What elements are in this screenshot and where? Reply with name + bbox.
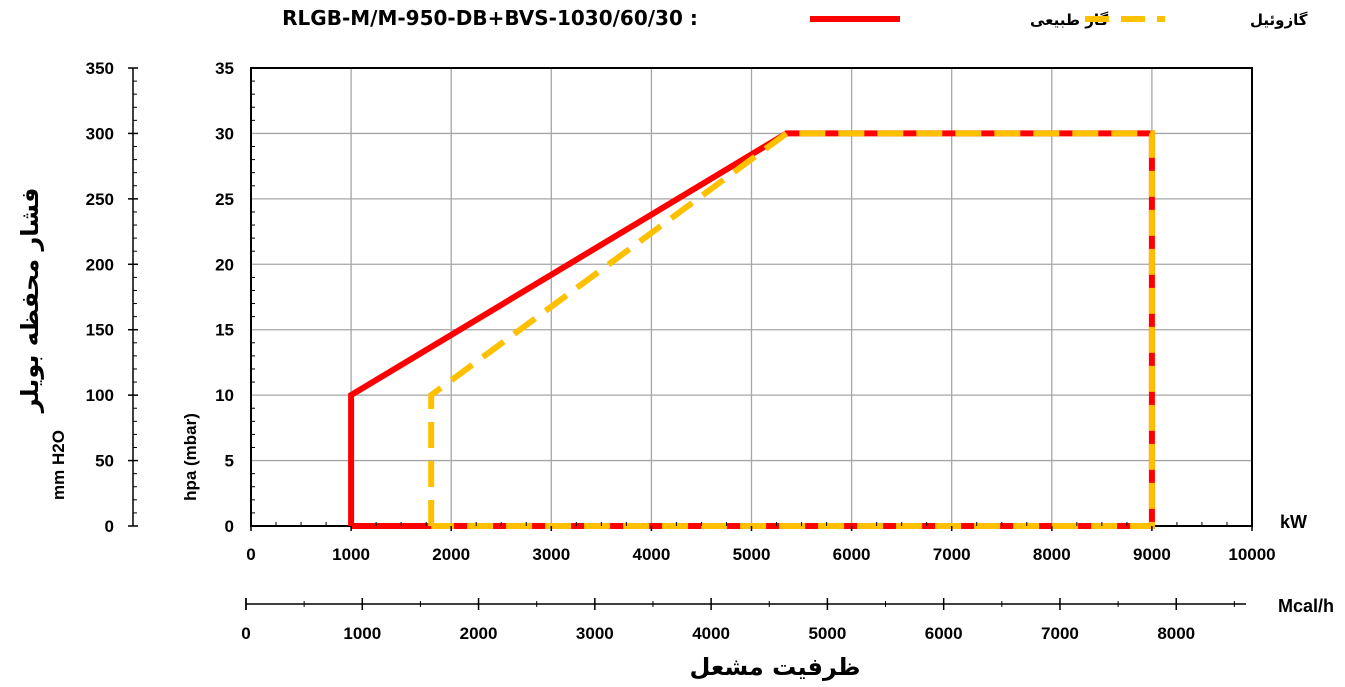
x2-tick-label: 1000 xyxy=(343,624,381,643)
x-tick-label: 3000 xyxy=(532,545,570,564)
x-tick-label: 1000 xyxy=(332,545,370,564)
x-tick-label: 2000 xyxy=(432,545,470,564)
series-line-diesel xyxy=(428,130,1155,529)
y-axis-unit-left: mm H2O xyxy=(49,430,68,500)
x-axis-title-fa: ظرفیت مشعل xyxy=(689,653,860,681)
x-tick-label: 0 xyxy=(246,545,255,564)
y-right-tick-label: 35 xyxy=(215,59,234,78)
x-tick-label: 8000 xyxy=(1033,545,1071,564)
x-axis-unit-kw: kW xyxy=(1280,512,1307,532)
y-axis-unit-right: hpa (mbar) xyxy=(181,413,200,501)
x2-tick-label: 7000 xyxy=(1041,624,1079,643)
grid xyxy=(251,67,1253,526)
y-right-tick-label: 25 xyxy=(215,190,234,209)
legend: گاز طبیعی گازوئیل xyxy=(810,11,1308,29)
y-axis-title-fa: فشار محفظه بویلر xyxy=(16,188,44,414)
x-tick-label: 4000 xyxy=(632,545,670,564)
y-right-tick-label: 5 xyxy=(225,452,234,471)
x-tick-label: 9000 xyxy=(1133,545,1171,564)
y-right-tick-label: 15 xyxy=(215,321,234,340)
x-tick-label: 5000 xyxy=(733,545,771,564)
y-right-tick-label: 30 xyxy=(215,124,234,143)
x2-tick-label: 6000 xyxy=(925,624,963,643)
y-right-tick-label: 0 xyxy=(225,517,234,536)
x2-tick-label: 8000 xyxy=(1157,624,1195,643)
y-left-tick-label: 300 xyxy=(86,124,114,143)
legend-label-natural-gas: گاز طبیعی xyxy=(1030,11,1109,29)
y-left-tick-label: 200 xyxy=(86,255,114,274)
y-right-tick-label: 20 xyxy=(215,255,234,274)
x-axis-unit-mcal: Mcal/h xyxy=(1278,596,1334,616)
chart-title: RLGB-M/M-950-DB+BVS-1030/60/30 : xyxy=(282,6,698,30)
x2-tick-label: 4000 xyxy=(692,624,730,643)
x-tick-label: 10000 xyxy=(1228,545,1275,564)
x2-tick-label: 2000 xyxy=(460,624,498,643)
x2-tick-label: 5000 xyxy=(808,624,846,643)
y-left-tick-label: 150 xyxy=(86,321,114,340)
y-left-tick-label: 100 xyxy=(86,386,114,405)
y-left-tick-label: 50 xyxy=(95,452,114,471)
y-left-tick-label: 0 xyxy=(105,517,114,536)
y-left-tick-label: 350 xyxy=(86,59,114,78)
legend-label-diesel: گازوئیل xyxy=(1250,11,1308,29)
x2-tick-label: 0 xyxy=(241,624,250,643)
y-right-tick-label: 10 xyxy=(215,386,234,405)
x-tick-label: 7000 xyxy=(933,545,971,564)
ticks: 0 1000 2000 3000 4000 5000 6000 7000 8000 9000 100… xyxy=(86,59,1276,643)
x2-tick-label: 3000 xyxy=(576,624,614,643)
series xyxy=(348,130,1155,529)
x-tick-label: 6000 xyxy=(833,545,871,564)
y-left-tick-label: 250 xyxy=(86,190,114,209)
